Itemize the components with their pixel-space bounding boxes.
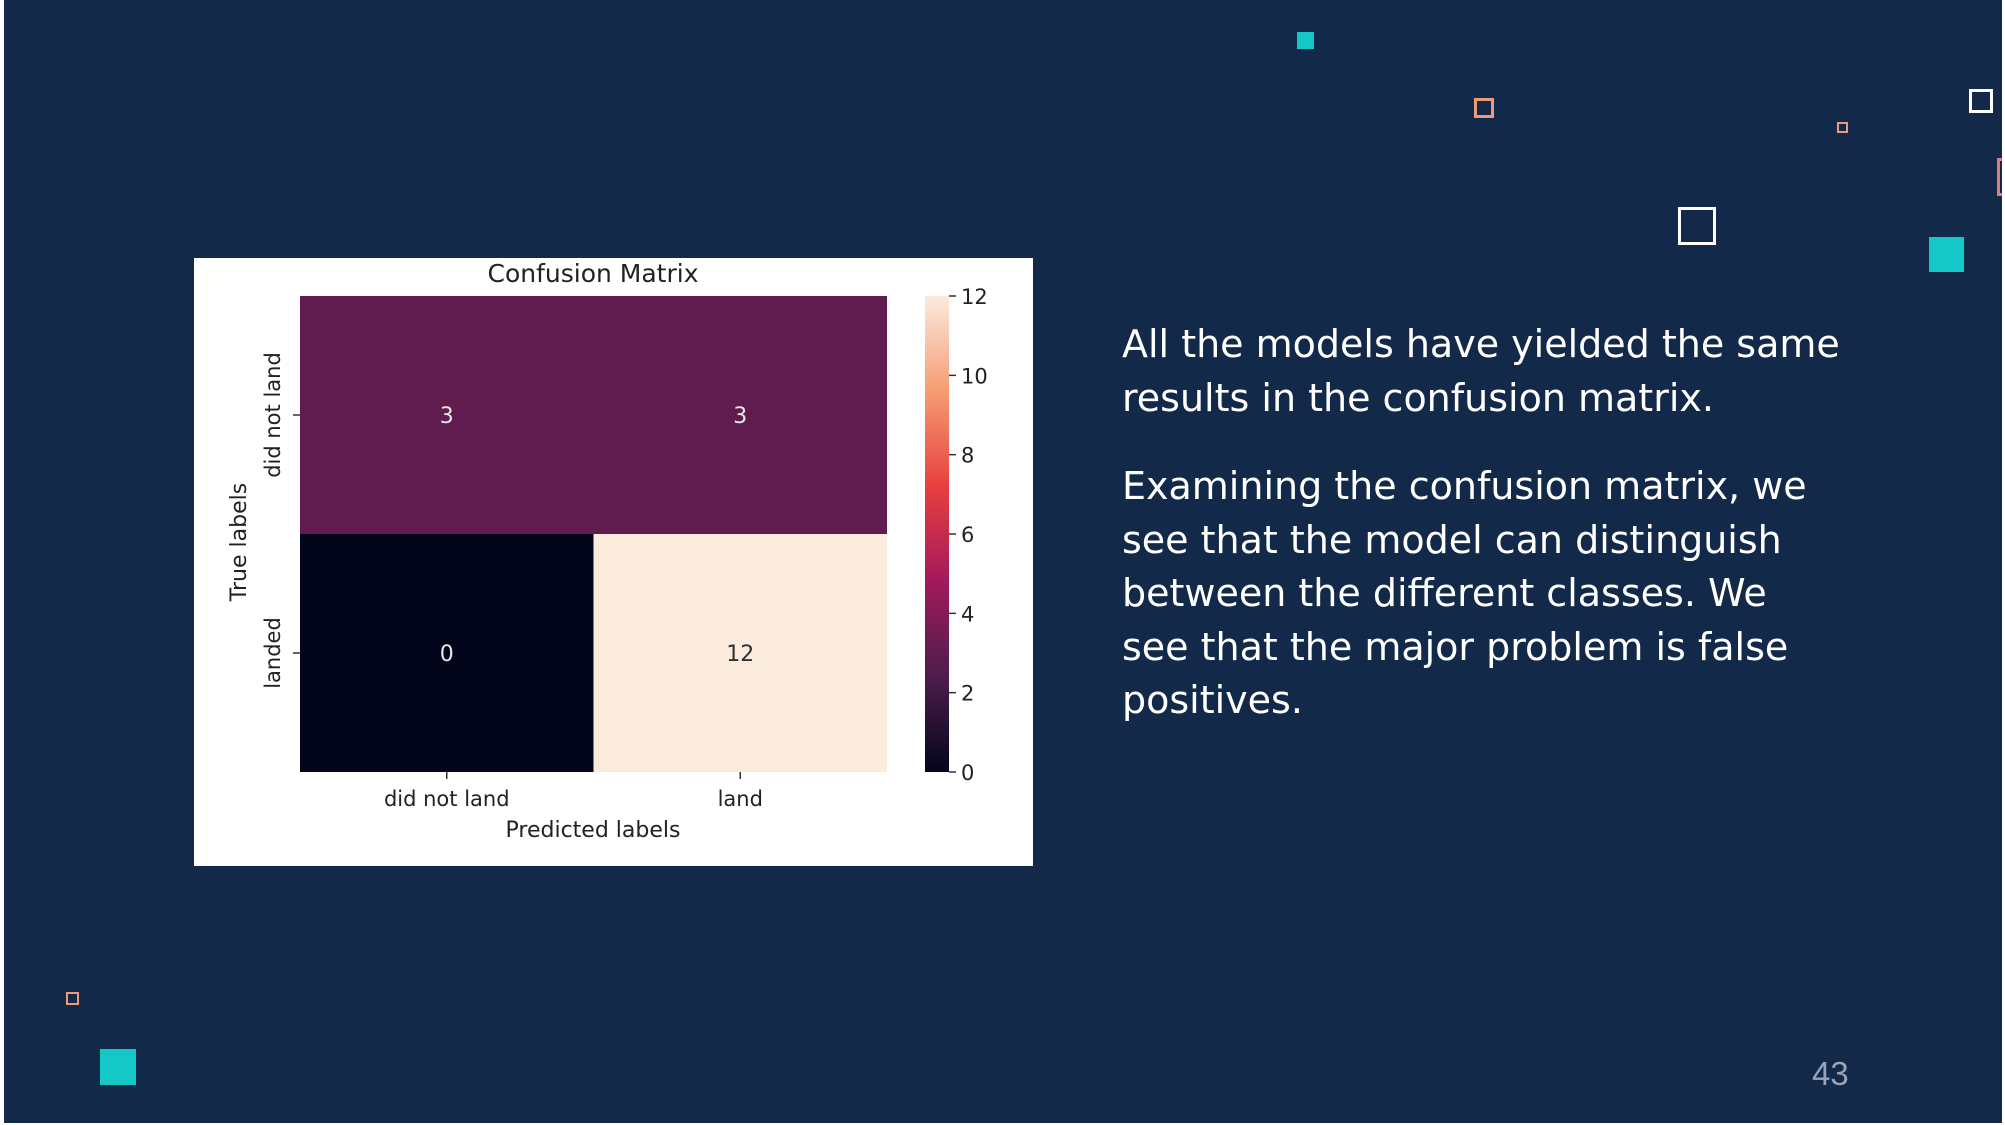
colorbar-tick-label: 0 [961, 761, 974, 785]
decor-square-outline-large [1678, 207, 1716, 245]
decor-square-edge [1997, 158, 2002, 196]
cell-value-label: 3 [440, 404, 454, 429]
y-axis-label: True labels [227, 483, 252, 602]
confusion-matrix-chart: Confusion Matrix 3 3 0 12 did not land land … [194, 258, 1033, 866]
slide: Confusion Matrix 3 3 0 12 did not land land … [4, 0, 2002, 1123]
decor-square-teal-bottom [100, 1049, 136, 1085]
decor-square-peach [1474, 98, 1494, 118]
chart-title: Confusion Matrix [487, 259, 698, 288]
x-axis-label: Predicted labels [506, 818, 681, 843]
colorbar-tick-label: 2 [961, 682, 974, 706]
heatmap-cell [300, 296, 594, 534]
decor-square-outline [1969, 89, 1993, 113]
colorbar-tick-label: 8 [961, 444, 974, 468]
decor-square-teal-large [1929, 237, 1964, 272]
colorbar [925, 296, 949, 772]
heatmap-cell [593, 534, 887, 772]
body-text: All the models have yielded the same res… [1122, 318, 1842, 763]
colorbar-tick-label: 12 [961, 285, 988, 309]
heatmap-cell [593, 296, 887, 534]
y-tick-label: did not land [261, 352, 285, 478]
colorbar-tick-label: 6 [961, 523, 974, 547]
chart-canvas: Confusion Matrix 3 30 12 did not land land … [227, 259, 988, 843]
paragraph-1: All the models have yielded the same res… [1122, 322, 1840, 420]
cell-value-label: 12 [726, 642, 754, 667]
colorbar-tick-label: 4 [961, 602, 974, 626]
decor-square-teal [1297, 32, 1314, 49]
paragraph-2: Examining the confusion matrix, we see t… [1122, 464, 1807, 722]
page-number: 43 [1812, 1055, 1849, 1092]
x-tick-label: land [718, 787, 763, 811]
y-tick-label: landed [261, 617, 285, 689]
cell-value-label: 3 [733, 404, 747, 429]
decor-square-peach-small [1837, 122, 1848, 133]
heatmap-cell [300, 534, 594, 772]
colorbar-tick-label: 10 [961, 364, 988, 388]
cell-value-label: 0 [440, 642, 454, 667]
decor-square-peach-bottom [66, 992, 79, 1005]
x-tick-label: did not land [384, 787, 510, 811]
